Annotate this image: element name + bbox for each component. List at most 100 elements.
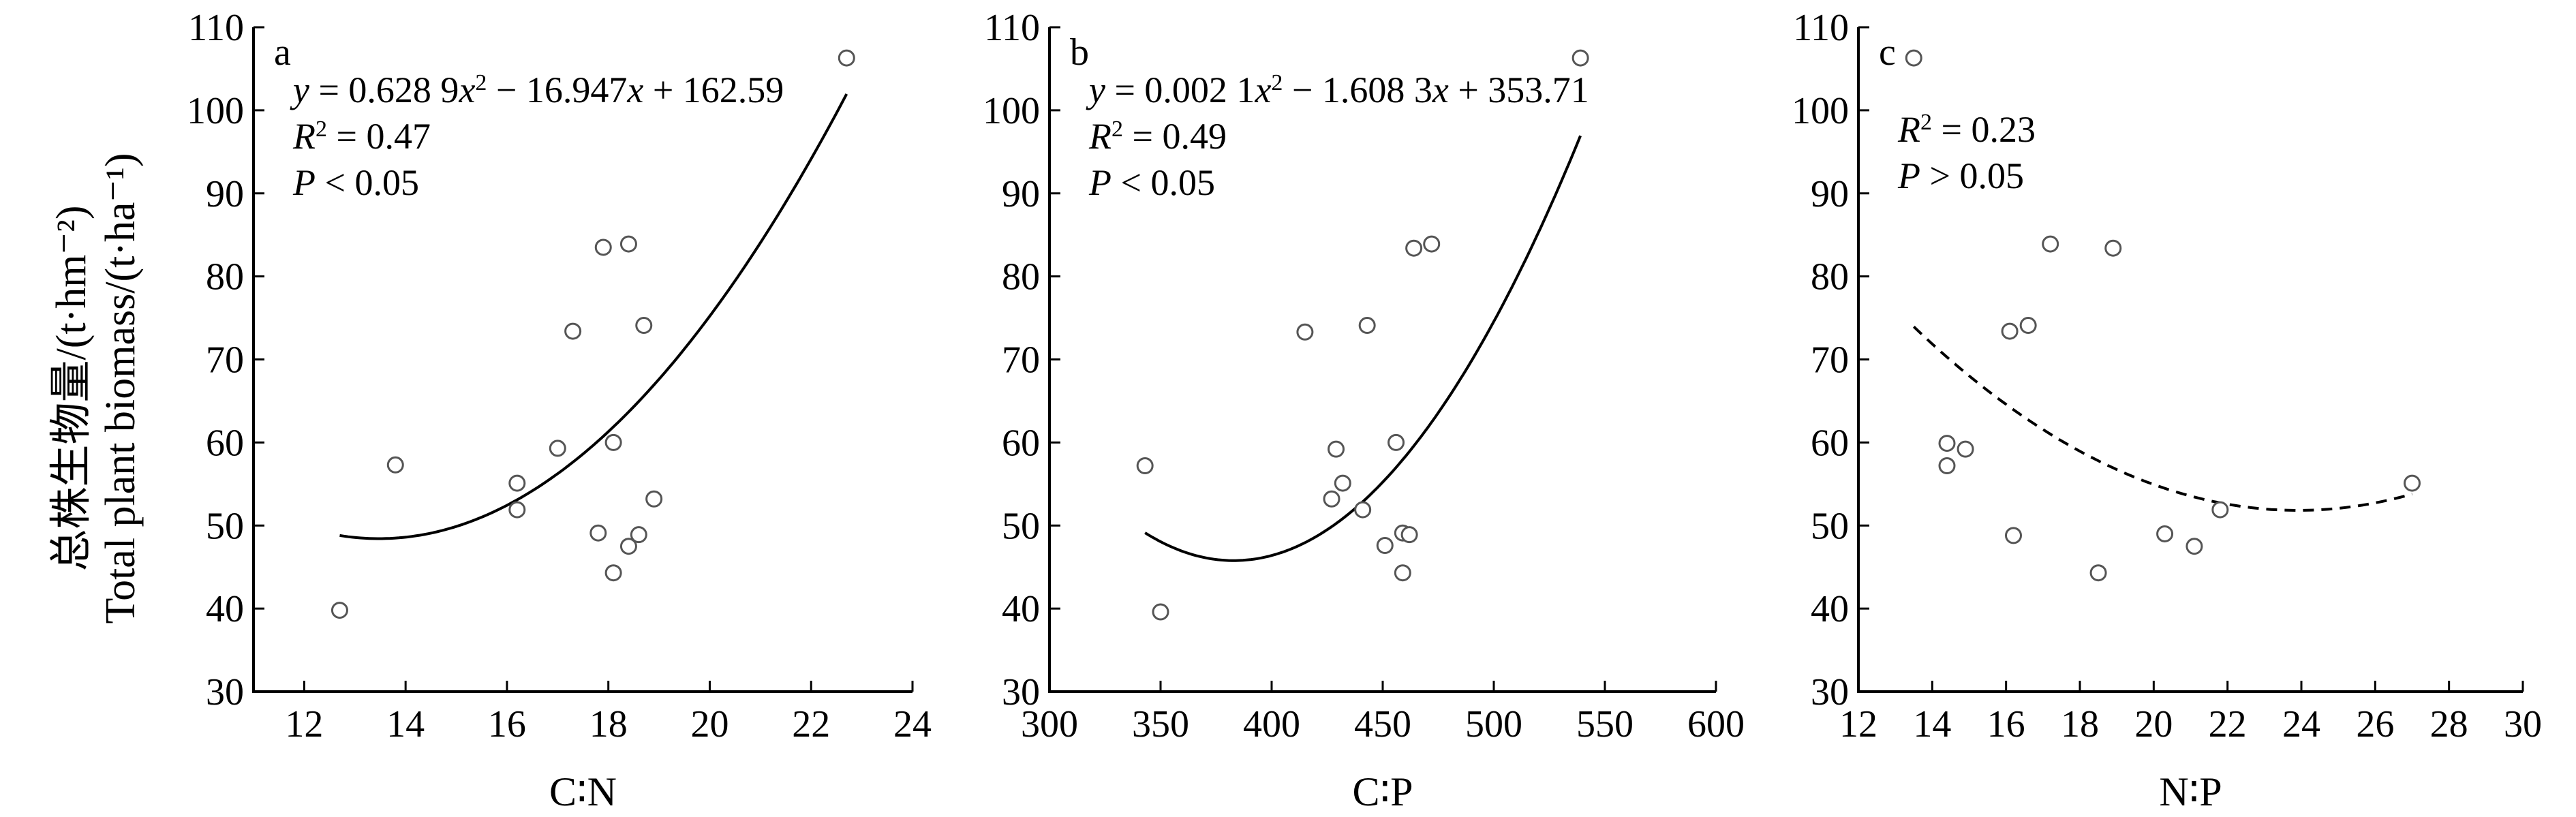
x-tick-label: 600 (1687, 703, 1745, 745)
data-point (1387, 433, 1405, 451)
y-axis-title-zh: 总株生物量/(t·hm⁻²) (48, 206, 95, 572)
data-point (838, 49, 855, 67)
x-tick-label: 12 (285, 703, 323, 745)
y-tick-label: 100 (187, 90, 244, 132)
x-tick-label: 16 (1987, 703, 2025, 745)
x-tick-label: 22 (792, 703, 830, 745)
data-point (2404, 474, 2421, 492)
data-point (1394, 564, 1411, 582)
data-point (1938, 457, 1956, 474)
y-axis-title-en: Total plant biomass/(t·ha⁻¹) (97, 153, 144, 624)
data-point (1358, 317, 1376, 335)
chart-panel-a: 30 40 50 60 70 80 90 100 110 12 14 16 18 20 22 24 C∶N ay … (187, 7, 932, 814)
p-value-text: P < 0.05 (1088, 162, 1215, 203)
x-tick-label: 550 (1576, 703, 1634, 745)
x-tick-label: 16 (488, 703, 526, 745)
data-point (2042, 235, 2059, 253)
data-point (2211, 501, 2229, 519)
data-point (619, 235, 637, 253)
data-point (1423, 235, 1441, 253)
chart-panel-b: 30 40 50 60 70 80 90 100 110 300 350 400 450 500 550 60… (983, 7, 1745, 814)
y-tick-label: 40 (1002, 588, 1040, 630)
x-tick-label: 20 (690, 703, 729, 745)
y-tick-label: 80 (1002, 256, 1040, 298)
x-tick-label: 14 (386, 703, 425, 745)
x-axis-title: C∶P (1352, 769, 1413, 814)
x-tick-label: 28 (2430, 703, 2468, 745)
r-squared-text: R2 = 0.49 (1088, 116, 1227, 157)
y-tick-label: 30 (1811, 671, 1849, 713)
data-point (1400, 526, 1418, 544)
data-point (604, 564, 622, 582)
y-tick-label: 110 (1793, 7, 1849, 49)
data-point (619, 538, 637, 555)
data-point (589, 524, 607, 542)
y-tick-label: 110 (188, 7, 244, 49)
p-value-text: P > 0.05 (1897, 155, 2024, 196)
data-point (1354, 501, 1372, 519)
data-point (2104, 239, 2122, 257)
y-tick-label: 40 (206, 588, 244, 630)
data-point (2186, 538, 2203, 555)
data-point (508, 474, 526, 492)
y-tick-label: 50 (1811, 505, 1849, 547)
data-point (604, 433, 622, 451)
y-tick-label: 90 (1002, 173, 1040, 215)
data-point (2005, 527, 2022, 544)
data-point (1328, 440, 1345, 458)
data-point (1957, 440, 1974, 458)
y-tick-label: 60 (206, 422, 244, 464)
y-tick-label: 60 (1002, 422, 1040, 464)
data-point (2019, 317, 2037, 335)
x-axis-title: C∶N (549, 769, 617, 814)
y-tick-label: 40 (1811, 588, 1849, 630)
y-tick-label: 60 (1811, 422, 1849, 464)
r-squared-text: R2 = 0.47 (292, 116, 431, 157)
r-squared-text: R2 = 0.23 (1897, 109, 2036, 150)
data-point (2001, 322, 2019, 340)
y-tick-label: 70 (1002, 339, 1040, 382)
y-tick-label: 70 (206, 339, 244, 382)
x-tick-label: 14 (1913, 703, 1951, 745)
y-tick-label: 30 (1002, 671, 1040, 713)
data-point (594, 238, 612, 256)
y-tick-label: 90 (206, 173, 244, 215)
x-tick-label: 30 (2504, 703, 2542, 745)
data-point (635, 317, 653, 335)
x-axis-title: N∶P (2159, 769, 2222, 814)
x-tick-label: 26 (2356, 703, 2394, 745)
x-tick-label: 500 (1465, 703, 1522, 745)
data-point (564, 322, 582, 340)
x-tick-label: 12 (1839, 703, 1877, 745)
y-tick-label: 80 (206, 256, 244, 298)
x-tick-label: 20 (2134, 703, 2173, 745)
panel-label: b (1070, 31, 1089, 74)
x-tick-label: 450 (1354, 703, 1411, 745)
data-point (1296, 323, 1314, 341)
data-point (2089, 564, 2107, 582)
x-tick-label: 22 (2209, 703, 2247, 745)
y-tick-label: 110 (984, 7, 1040, 49)
x-tick-label: 300 (1021, 703, 1078, 745)
equation-text: y = 0.628 9x2 − 16.947x + 162.59 (290, 70, 784, 110)
y-tick-label: 100 (1792, 90, 1849, 132)
x-tick-label: 24 (893, 703, 932, 745)
x-tick-label: 18 (589, 703, 628, 745)
y-tick-label: 70 (1811, 339, 1849, 382)
y-axis-title: 总株生物量/(t·hm⁻²) Total plant biomass/(t·ha… (48, 153, 144, 624)
data-point (508, 501, 526, 519)
data-point (1323, 490, 1340, 508)
data-point (630, 526, 647, 544)
data-point (2156, 525, 2174, 542)
x-tick-label: 18 (2061, 703, 2099, 745)
data-point (331, 602, 348, 619)
panel-label: a (274, 31, 291, 74)
data-point (549, 440, 566, 457)
fit-curve (1912, 325, 2413, 512)
data-point (1152, 603, 1169, 621)
y-tick-label: 50 (1002, 505, 1040, 547)
panel-label: c (1879, 31, 1896, 74)
y-tick-label: 50 (206, 505, 244, 547)
y-tick-label: 30 (206, 671, 244, 713)
